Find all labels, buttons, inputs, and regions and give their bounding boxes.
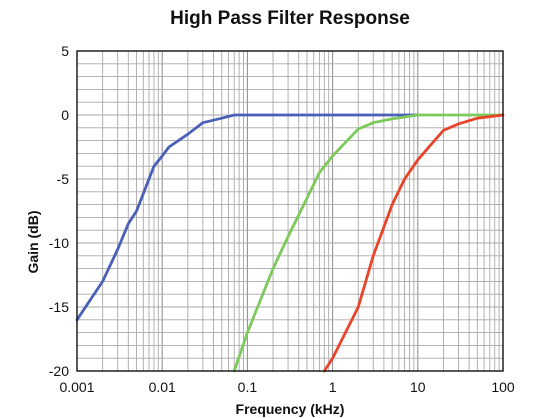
- x-tick-label: 1: [329, 379, 337, 395]
- plot-frame: [76, 50, 504, 372]
- x-axis-label: Frequency (kHz): [236, 401, 345, 417]
- y-tick-label: -5: [57, 171, 70, 187]
- x-tick-label: 0.1: [238, 379, 258, 395]
- series-line-2: [232, 113, 505, 373]
- y-axis-label: Gain (dB): [25, 211, 41, 274]
- y-tick-label: 5: [61, 43, 69, 59]
- grid: [77, 51, 503, 371]
- series-lines: [75, 113, 505, 373]
- chart-title: High Pass Filter Response: [170, 8, 410, 29]
- x-tick-label: 0.001: [59, 379, 94, 395]
- x-tick-label: 0.01: [149, 379, 176, 395]
- y-tick-label: -10: [49, 235, 69, 251]
- y-tick-label: -15: [49, 299, 69, 315]
- y-tick-label: 0: [61, 107, 69, 123]
- y-tick-label: -20: [49, 363, 69, 379]
- x-tick-label: 100: [491, 379, 515, 395]
- x-tick-label: 10: [410, 379, 426, 395]
- tick-labels: 0.001 0.01 0.1 1 10 100 5 0 -5 -10 -15 -20: [49, 43, 515, 395]
- series-line-3: [322, 113, 505, 373]
- series-line-1: [75, 113, 420, 322]
